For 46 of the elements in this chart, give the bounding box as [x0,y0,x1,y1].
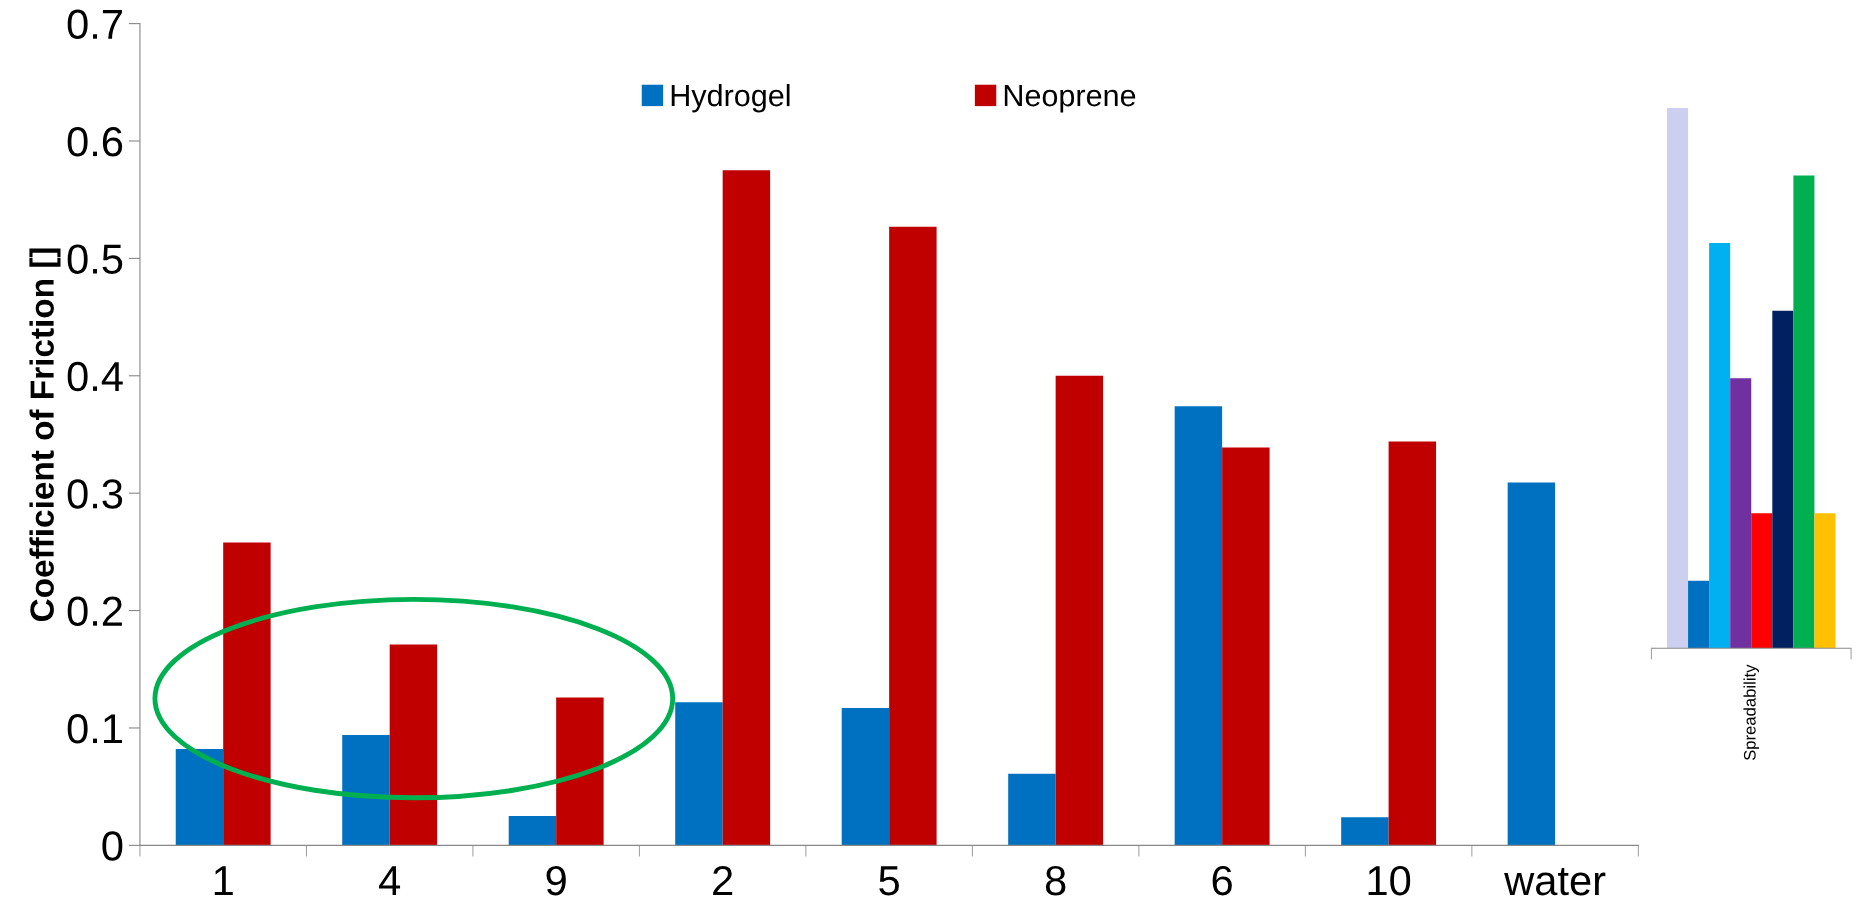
y-tick-label: 0.2 [67,596,122,627]
y-axis-title: Coefficient of Friction [] [29,248,61,622]
bar [1793,175,1815,649]
bar [1814,513,1836,649]
legend-label: Hydrogel [671,83,790,113]
bar [1174,406,1223,846]
y-tick-label: 0.1 [67,713,122,744]
bar [556,697,604,846]
bar [1341,817,1389,846]
bar [342,735,390,846]
bar [1688,580,1710,649]
bar [1222,447,1270,846]
x-tick-label: 2 [713,865,733,895]
x-tick-label: water [1504,868,1606,896]
text: Spreadability [1743,664,1760,761]
x-tick-label: 9 [546,865,566,896]
bar [1388,441,1437,846]
bar [1507,482,1556,846]
bar [841,708,890,846]
x-tick-label: 1 [214,866,233,895]
bar [1772,310,1794,649]
bar [675,702,723,846]
x-tick-label: 5 [879,866,899,896]
bar [722,170,771,846]
y-tick-label: 0.3 [67,479,123,509]
y-tick-label: 0.5 [67,244,123,274]
y-tick-label: 0.6 [67,127,123,157]
bar [175,749,224,846]
bar [508,816,557,846]
x-tick-label: 6 [1212,865,1232,896]
y-tick-label: 0.4 [67,361,123,392]
x-tick-label: 8 [1045,865,1066,896]
x-tick-label: 4 [379,866,401,895]
bar [389,644,438,846]
bar [1751,513,1773,649]
bar [223,542,271,846]
bar [1008,773,1056,846]
y-tick-label: 0.7 [67,9,122,40]
bar [1667,108,1689,649]
y-tick-label: 0 [102,831,123,861]
x-tick-label: 10 [1368,865,1411,896]
bar [1709,243,1731,649]
bar [1055,375,1104,846]
legend-label: Neoprene [1004,85,1136,113]
bar [1730,378,1752,649]
bar [889,226,937,846]
